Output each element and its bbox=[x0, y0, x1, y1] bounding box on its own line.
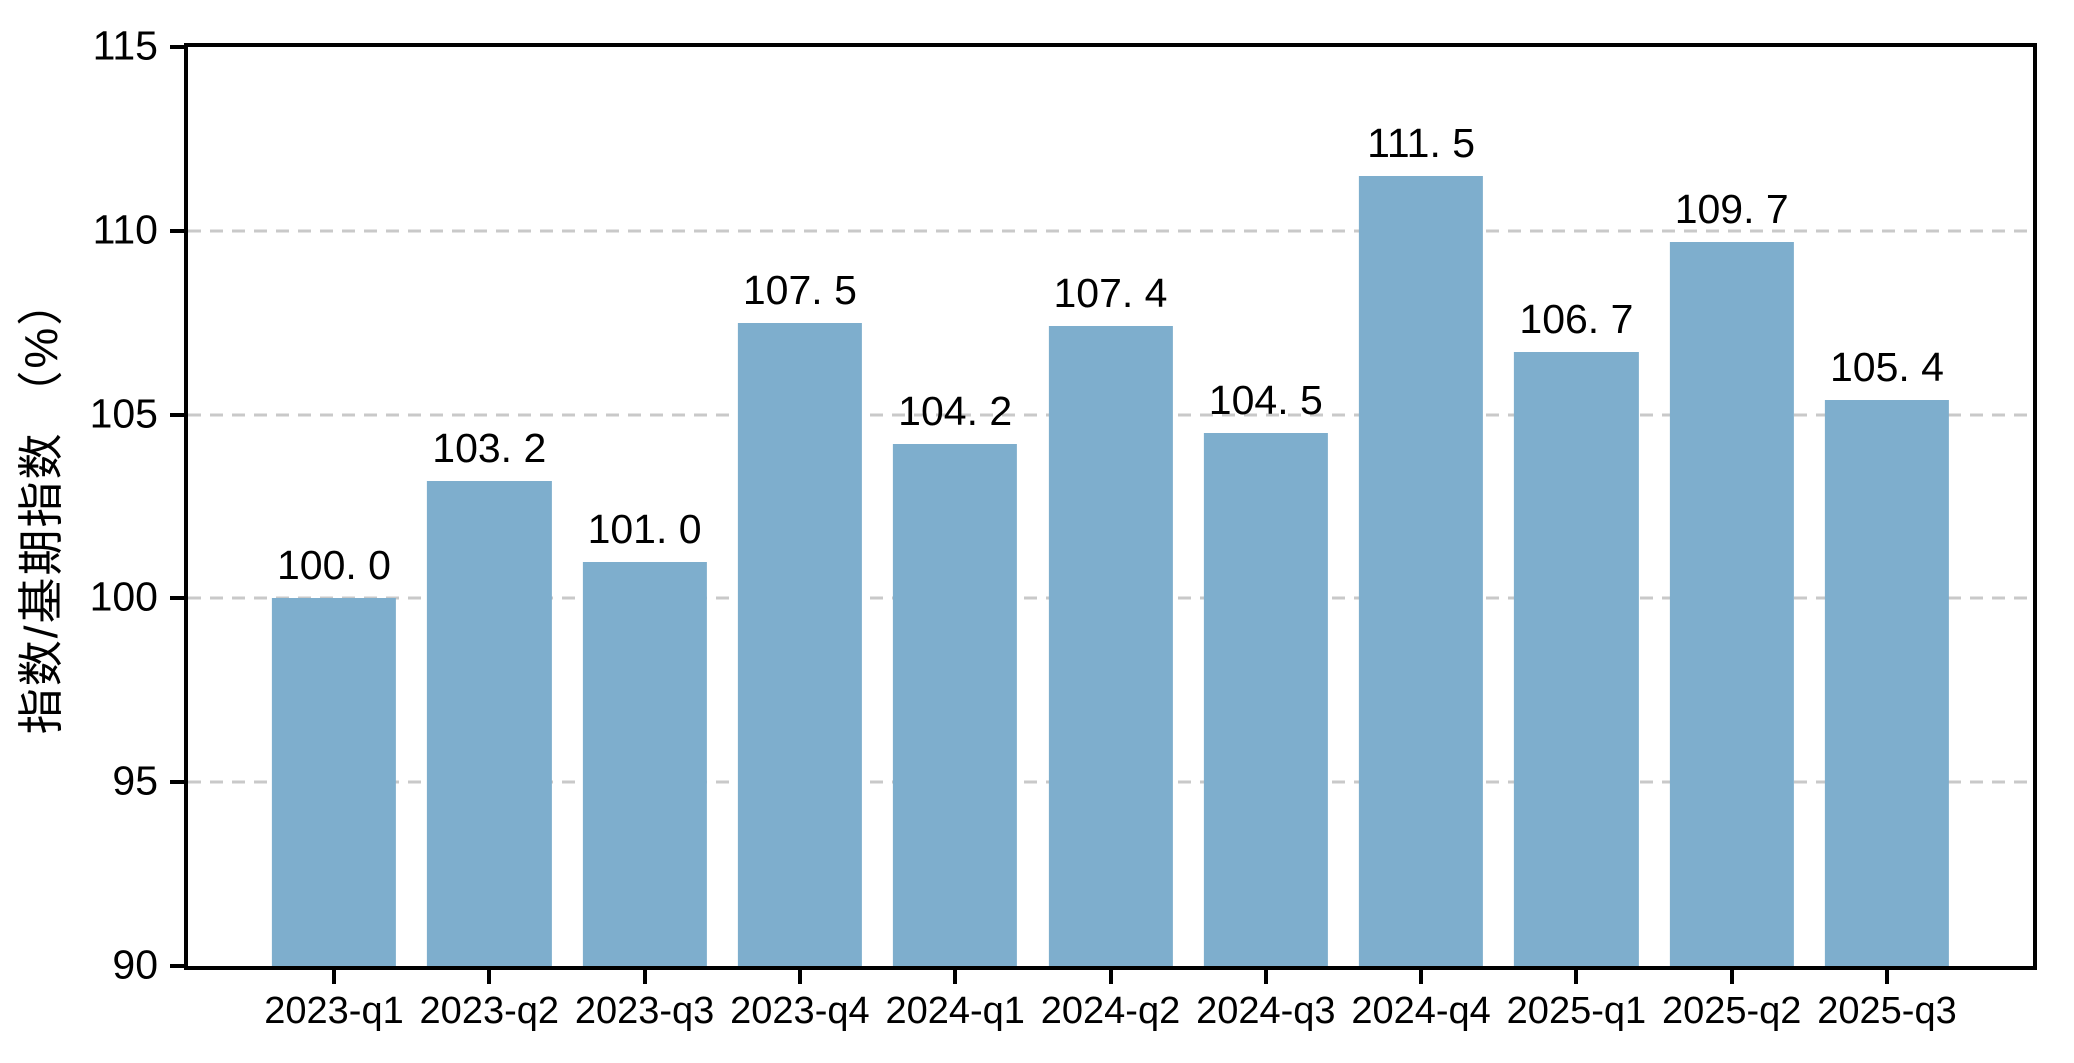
bar-2024-q4: 111. 5 bbox=[1358, 122, 1484, 966]
y-tick-115 bbox=[170, 45, 184, 49]
bar-value-label: 103. 2 bbox=[432, 424, 547, 471]
y-tick-95 bbox=[170, 780, 184, 785]
bar-value-label: 104. 2 bbox=[898, 388, 1013, 435]
x-tick-label-2025-q1: 2025-q1 bbox=[1506, 990, 1647, 1032]
bar-value-label: 106. 7 bbox=[1519, 296, 1634, 343]
x-tick-label-2025-q2: 2025-q2 bbox=[1661, 990, 1802, 1032]
x-tick-label-2024-q2: 2024-q2 bbox=[1040, 990, 1181, 1032]
bar-value-label: 107. 4 bbox=[1053, 270, 1168, 317]
bar-2023-q2: 103. 2 bbox=[427, 427, 552, 966]
y-tick-label-115: 115 bbox=[92, 22, 158, 69]
x-tick-2023-q2 bbox=[487, 970, 492, 984]
y-tick-label-95: 95 bbox=[112, 757, 158, 804]
y-tick-label-105: 105 bbox=[89, 389, 158, 436]
x-tick-2024-q4 bbox=[1419, 970, 1424, 984]
bar-2025-q2: 109. 7 bbox=[1669, 188, 1794, 966]
y-tick-label-110: 110 bbox=[92, 206, 158, 253]
x-tick-2023-q4 bbox=[797, 970, 802, 984]
bar-value-label: 109. 7 bbox=[1674, 185, 1789, 232]
y-tick-110 bbox=[170, 228, 184, 233]
y-tick-105 bbox=[170, 412, 184, 417]
bar-value-label: 104. 5 bbox=[1208, 376, 1323, 423]
x-tick-label-2024-q3: 2024-q3 bbox=[1196, 990, 1336, 1032]
x-tick-label-2023-q4: 2023-q4 bbox=[730, 990, 870, 1032]
x-tick-2025-q2 bbox=[1729, 970, 1734, 984]
x-tick-2023-q1 bbox=[331, 970, 336, 984]
bar-value-label: 101. 0 bbox=[587, 505, 702, 552]
y-tick-label-100: 100 bbox=[89, 573, 158, 620]
y-tick-90 bbox=[170, 964, 184, 968]
x-tick-2024-q2 bbox=[1108, 970, 1113, 984]
x-tick-label-2024-q4: 2024-q4 bbox=[1351, 990, 1491, 1032]
x-tick-label-2023-q1: 2023-q1 bbox=[264, 990, 404, 1032]
x-tick-label-2023-q3: 2023-q3 bbox=[574, 990, 715, 1032]
y-tick-label-90: 90 bbox=[112, 941, 158, 988]
bar-2024-q1: 104. 2 bbox=[893, 391, 1018, 966]
x-tick-label-2025-q3: 2025-q3 bbox=[1817, 990, 1957, 1032]
y-axis-title: 指数/基期指数 （%） bbox=[15, 277, 67, 735]
x-tick-2023-q3 bbox=[642, 970, 647, 984]
plot-area: 100. 0 103. 2 101. 0 107. 5 104. 2 107. 4 104.… bbox=[90, 25, 2037, 1030]
bar-2024-q2: 107. 4 bbox=[1048, 273, 1173, 966]
bar-2023-q4: 107. 5 bbox=[737, 269, 863, 966]
bar-value-label: 111. 5 bbox=[1367, 119, 1476, 166]
y-tick-100 bbox=[170, 596, 184, 601]
x-tick-2025-q3 bbox=[1885, 970, 1889, 984]
bar-value-label: 100. 0 bbox=[276, 542, 391, 589]
x-tick-2025-q1 bbox=[1574, 970, 1579, 984]
x-tick-2024-q1 bbox=[953, 970, 958, 984]
x-tick-label-2023-q2: 2023-q2 bbox=[419, 990, 560, 1032]
bar-2023-q3: 101. 0 bbox=[582, 508, 707, 966]
bar-2025-q1: 106. 7 bbox=[1514, 299, 1639, 966]
bar-value-label: 107. 5 bbox=[742, 266, 857, 313]
bar-2025-q3: 105. 4 bbox=[1824, 346, 1950, 966]
bar-value-label: 105. 4 bbox=[1829, 343, 1944, 390]
x-tick-2024-q3 bbox=[1263, 970, 1268, 984]
gridline-110 bbox=[188, 229, 2033, 233]
bar-2024-q3: 104. 5 bbox=[1203, 379, 1328, 966]
bar-2023-q1: 100. 0 bbox=[271, 545, 397, 966]
x-tick-label-2024-q1: 2024-q1 bbox=[885, 990, 1025, 1032]
